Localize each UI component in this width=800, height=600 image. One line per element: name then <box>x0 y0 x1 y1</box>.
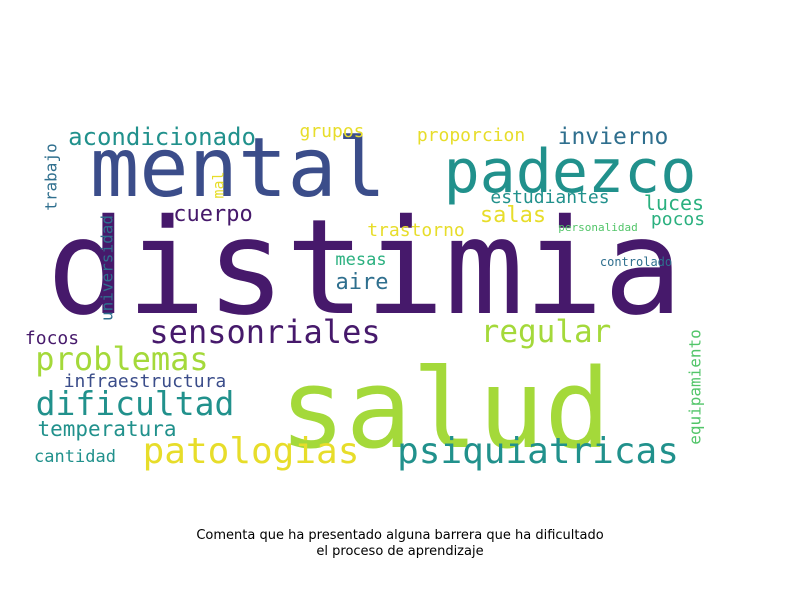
word-padezco: padezco <box>444 137 697 207</box>
word-pocos: pocos <box>651 209 705 230</box>
word-salud: salud <box>279 345 610 473</box>
word-regular: regular <box>481 314 612 350</box>
word-focos: focos <box>25 328 79 349</box>
word-temperatura: temperatura <box>37 417 176 441</box>
word-estudiantes: estudiantes <box>490 187 609 208</box>
word-equipamiento: equipamiento <box>686 329 705 445</box>
word-mental: mental <box>90 121 386 216</box>
caption-line-2: el proceso de aprendizaje <box>316 544 484 559</box>
word-aire: aire <box>336 270 389 295</box>
word-cantidad: cantidad <box>34 447 116 467</box>
word-proporcion: proporcion <box>417 125 525 146</box>
word-mesas: mesas <box>335 250 386 270</box>
word-distimia: distimia <box>47 191 683 345</box>
word-trabajo: trabajo <box>42 143 61 210</box>
word-luces: luces <box>644 191 704 215</box>
word-trastorno: trastorno <box>367 220 465 241</box>
word-patologias: patologias <box>143 431 360 472</box>
word-cuerpo: cuerpo <box>173 202 252 227</box>
word-dificultad: dificultad <box>36 384 235 423</box>
caption-line-1: Comenta que ha presentado alguna barrera… <box>196 528 604 543</box>
word-acondicionado: acondicionado <box>68 123 256 151</box>
word-problemas: problemas <box>35 340 208 378</box>
word-invierno: invierno <box>558 124 669 150</box>
word-controlado: controlado <box>600 255 672 269</box>
word-salas: salas <box>480 203 546 228</box>
caption: Comenta que ha presentado alguna barrera… <box>0 528 800 560</box>
word-personalidad: personalidad <box>558 221 637 234</box>
word-infraestructura: infraestructura <box>64 371 227 392</box>
word-psiquiatricas: psiquiatricas <box>397 431 679 472</box>
word-grupos: grupos <box>299 121 364 142</box>
word-sensonriales: sensonriales <box>149 313 380 351</box>
word-universidad: universidad <box>98 215 117 321</box>
word-mal: mal <box>210 171 228 198</box>
